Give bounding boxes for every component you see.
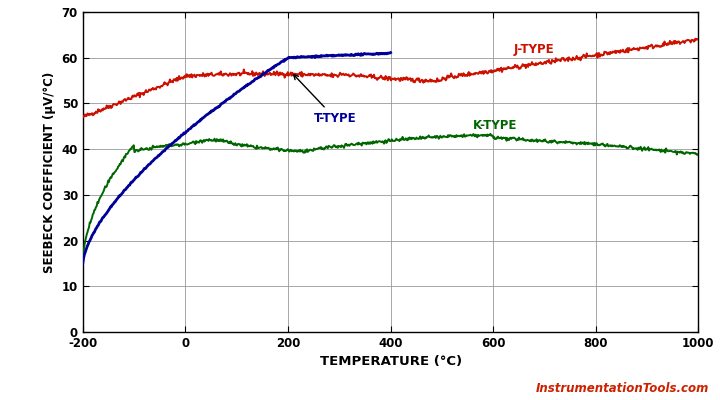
Text: J-TYPE: J-TYPE [514, 43, 554, 56]
Y-axis label: SEEBECK COEFFICIENT (µV/°C): SEEBECK COEFFICIENT (µV/°C) [43, 71, 56, 273]
X-axis label: TEMPERATURE (°C): TEMPERATURE (°C) [320, 356, 462, 368]
Text: K-TYPE: K-TYPE [473, 118, 517, 132]
Text: InstrumentationTools.com: InstrumentationTools.com [536, 382, 709, 395]
Text: T-TYPE: T-TYPE [294, 74, 356, 125]
